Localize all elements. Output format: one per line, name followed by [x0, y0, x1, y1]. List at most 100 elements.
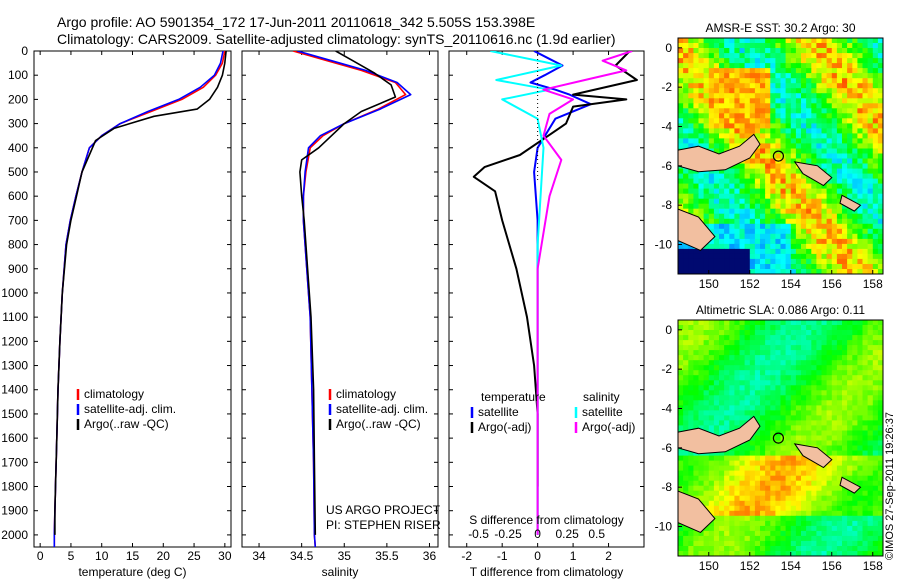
- sla-map-cell: [698, 380, 705, 386]
- sla-map-cell: [821, 445, 828, 452]
- depth-tick-label: 600: [8, 189, 28, 203]
- sst-map-cell: [795, 98, 802, 104]
- sla-map-cell: [836, 455, 843, 462]
- sla-map-cell: [831, 475, 838, 482]
- sla-map-cell: [739, 515, 746, 522]
- sla-map-cell: [729, 380, 735, 386]
- sst-map-cell: [790, 93, 797, 99]
- sst-map-cell: [719, 233, 725, 240]
- sst-map-cell: [790, 123, 797, 129]
- sla-map-cell: [703, 385, 710, 391]
- sst-map-cell: [801, 223, 807, 230]
- sla-map-cell: [816, 435, 823, 442]
- sst-map-cell: [842, 43, 848, 49]
- sst-map-cell: [760, 198, 766, 205]
- sla-map-cell: [760, 505, 766, 512]
- sla-map-cell: [836, 320, 843, 326]
- sst-map-cell: [811, 188, 817, 195]
- sla-map-cell: [719, 360, 725, 366]
- sla-map-cell: [724, 325, 730, 331]
- sst-map-cell: [683, 188, 689, 195]
- sst-map-cell: [770, 223, 776, 230]
- sla-map-cell: [872, 385, 879, 391]
- sla-map-cell: [724, 475, 730, 482]
- sla-map-cell: [719, 400, 725, 406]
- sla-map-cell: [708, 405, 715, 411]
- sst-map-cell: [678, 93, 684, 99]
- sla-map-cell: [713, 455, 720, 462]
- sla-map-cell: [713, 340, 720, 346]
- sst-map-cell: [775, 213, 782, 220]
- sla-map-cell: [719, 515, 725, 522]
- sla-map-cell: [801, 510, 807, 517]
- sla-map-cell: [842, 330, 848, 336]
- sst-map-cell: [877, 178, 883, 185]
- sla-map-cell: [765, 415, 771, 421]
- sla-map-cell: [724, 360, 730, 366]
- sla-map-cell: [842, 425, 848, 431]
- sla-map-cell: [821, 475, 828, 482]
- sst-map-cell: [847, 173, 853, 180]
- sla-map-cell: [760, 380, 766, 386]
- sla-map-cell: [842, 445, 848, 452]
- sla-map-cell: [847, 385, 853, 391]
- sst-map-cell: [867, 264, 874, 270]
- sst-map-cell: [826, 258, 833, 265]
- sla-map-cell: [693, 360, 700, 366]
- sla-map-cell: [754, 415, 761, 421]
- sla-map-cell: [806, 460, 812, 467]
- sst-map-cell: [739, 233, 746, 240]
- sla-map-cell: [857, 355, 864, 361]
- sst-map-cell: [857, 128, 864, 134]
- sla-map-cell: [811, 405, 817, 411]
- sla-map-cell: [724, 345, 730, 351]
- sla-map-cell: [765, 335, 771, 341]
- sla-map-cell: [698, 390, 705, 396]
- sst-map-cell: [831, 108, 838, 114]
- sla-map-cell: [770, 510, 776, 517]
- sst-map-cell: [780, 103, 787, 109]
- sla-map-cell: [785, 405, 792, 411]
- sst-map-cell: [785, 193, 792, 200]
- sla-map-cell: [811, 515, 817, 522]
- sla-map-cell: [842, 525, 848, 532]
- sla-map-cell: [760, 345, 766, 351]
- sst-map-cell: [790, 253, 797, 260]
- sla-map-cell: [821, 430, 828, 437]
- sst-map-cell: [857, 178, 864, 185]
- sst-map-cell: [734, 113, 741, 119]
- sla-map-cell: [821, 465, 828, 472]
- sst-map-cell: [729, 198, 735, 205]
- sla-map-cell: [698, 400, 705, 406]
- sla-map-cell: [765, 475, 771, 482]
- sla-map-cell: [744, 485, 751, 492]
- sst-map-cell: [713, 198, 720, 205]
- sst-map-cell: [852, 218, 858, 225]
- sla-map-cell: [816, 510, 823, 517]
- sst-map-cell: [688, 198, 694, 205]
- sla-map-cell: [862, 520, 869, 527]
- sst-map-cell: [744, 238, 751, 245]
- sla-map-cell: [734, 425, 741, 431]
- sst-map-cell: [678, 98, 684, 104]
- sst-map-cell: [795, 143, 802, 149]
- sst-map-cell: [821, 143, 828, 149]
- sla-map-cell: [847, 540, 853, 547]
- sla-map-cell: [754, 330, 761, 336]
- sst-map-cell: [703, 93, 710, 99]
- sst-map-cell: [734, 183, 741, 190]
- sst-map-cell: [831, 258, 838, 265]
- sla-map-cell: [754, 475, 761, 482]
- sla-map-cell: [693, 475, 700, 482]
- sst-map-cell: [724, 173, 730, 180]
- sla-map-cell: [734, 505, 741, 512]
- sst-map-cell: [770, 123, 776, 129]
- sst-map-cell: [698, 53, 705, 59]
- sst-map-cell: [765, 48, 771, 54]
- sla-map-cell: [724, 405, 730, 411]
- sst-map-cell: [842, 118, 848, 124]
- sst-map-cell: [775, 218, 782, 225]
- sla-map-cell: [770, 430, 776, 437]
- sst-map-cell: [734, 264, 741, 270]
